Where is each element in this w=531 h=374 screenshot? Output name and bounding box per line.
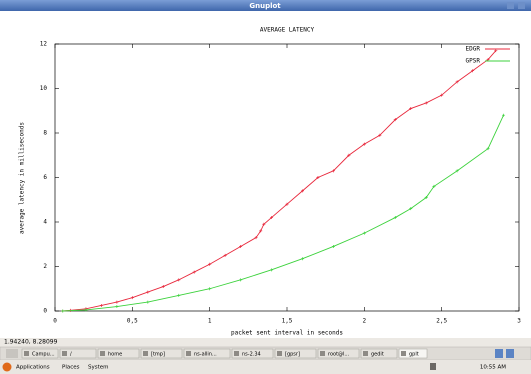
task-button[interactable]: / — [60, 349, 96, 358]
volume-icon[interactable] — [430, 363, 436, 370]
x-axis-label: packet sent interval in seconds — [231, 330, 343, 337]
task-button-icon — [100, 351, 105, 356]
task-button-icon — [186, 351, 191, 356]
task-button-icon — [401, 351, 406, 356]
task-button-label: [tmp] — [151, 352, 165, 358]
menu-label[interactable]: System — [88, 365, 109, 371]
close-button[interactable] — [518, 2, 525, 9]
y-tick-label: 0 — [43, 308, 47, 315]
x-tick-label: 1,5 — [282, 318, 293, 325]
task-button[interactable]: [tmp] — [141, 349, 182, 358]
task-button-label: Campu... — [32, 352, 55, 358]
status-bar — [0, 338, 531, 347]
task-button[interactable]: ns-2.34 — [232, 349, 273, 358]
y-tick-label: 6 — [43, 174, 47, 181]
task-button-icon — [143, 351, 148, 356]
x-tick-label: 2 — [363, 318, 367, 325]
menu-icon[interactable] — [3, 363, 12, 372]
menu-label[interactable]: Applications — [16, 365, 50, 371]
minimize-button[interactable] — [507, 2, 514, 9]
x-tick-label: 0 — [53, 318, 57, 325]
x-tick-label: 0,5 — [127, 318, 138, 325]
task-button-icon — [320, 351, 325, 356]
task-button-icon — [277, 351, 282, 356]
task-button[interactable]: home — [98, 349, 139, 358]
task-button-label: gplt — [409, 352, 419, 358]
task-button[interactable]: ns-allin... — [184, 349, 230, 358]
legend-label: GPSR — [466, 58, 481, 65]
tray-icon[interactable] — [495, 349, 503, 358]
y-tick-label: 10 — [40, 85, 48, 92]
show-desktop[interactable] — [6, 349, 18, 358]
task-button-label: ns-allin... — [194, 352, 217, 358]
legend-label: EDGR — [466, 46, 481, 53]
menu-label[interactable]: Places — [62, 365, 80, 371]
x-tick-label: 3 — [517, 318, 521, 325]
top-panel — [0, 360, 531, 374]
task-button[interactable]: [gpsr] — [275, 349, 316, 358]
y-tick-label: 8 — [43, 130, 47, 137]
task-button-label: home — [108, 352, 122, 358]
screen: Gnuplot 1.94240, 8.28099 AVERAGE LATENCY… — [0, 0, 531, 374]
x-tick-label: 2,5 — [436, 318, 447, 325]
window-title: Gnuplot — [249, 2, 281, 10]
clock[interactable]: 10:55 AM — [480, 365, 506, 371]
task-button-icon — [62, 351, 67, 356]
status-coords: 1.94240, 8.28099 — [4, 339, 58, 346]
task-button-label: ns-2.34 — [242, 352, 261, 358]
y-tick-label: 4 — [43, 219, 47, 226]
task-button[interactable]: root@l... — [318, 349, 359, 358]
task-button-icon — [24, 351, 29, 356]
task-button[interactable]: Campu... — [22, 349, 58, 358]
task-button-label: root@l... — [328, 352, 350, 358]
chart-title: AVERAGE LATENCY — [260, 27, 315, 34]
task-button-label: [gpsr] — [285, 352, 300, 358]
task-button[interactable]: gedit — [361, 349, 397, 358]
task-button-icon — [363, 351, 368, 356]
task-button-label: gedit — [371, 352, 384, 358]
x-tick-label: 1 — [208, 318, 212, 325]
y-tick-label: 12 — [40, 41, 48, 48]
tray-icon[interactable] — [506, 349, 514, 358]
task-button[interactable]: gplt — [399, 349, 427, 358]
task-button-icon — [234, 351, 239, 356]
y-tick-label: 2 — [43, 263, 47, 270]
y-axis-label: average latency in milliseconds — [19, 122, 26, 234]
